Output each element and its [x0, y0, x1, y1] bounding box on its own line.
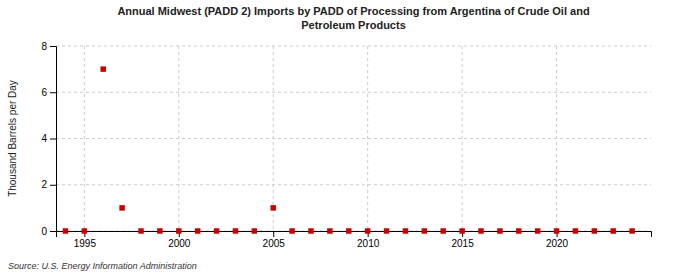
point — [459, 228, 464, 233]
tick-mark — [50, 92, 56, 93]
point — [365, 228, 370, 233]
point — [289, 228, 294, 233]
point — [610, 228, 615, 233]
tick-mark — [273, 231, 274, 237]
point — [270, 205, 275, 210]
tick: 0 — [41, 226, 56, 237]
grid-line — [56, 138, 651, 139]
point — [422, 228, 427, 233]
plot: 1995 2000 2005 2010 2015 2020 0 2 4 6 8 — [41, 41, 651, 249]
point — [327, 228, 332, 233]
point — [384, 228, 389, 233]
tick-label: 2020 — [546, 238, 569, 249]
point — [535, 228, 540, 233]
grid-line — [56, 92, 651, 93]
point — [63, 228, 68, 233]
chart: 1995 2000 2005 2010 2015 2020 0 2 4 6 8 Annual Midw… — [0, 0, 675, 275]
tick: 6 — [41, 87, 56, 98]
point — [592, 228, 597, 233]
title: Annual Midwest (PADD 2) Imports by PADD … — [117, 5, 589, 31]
tick: 4 — [41, 133, 56, 144]
grid-line — [84, 46, 85, 231]
point — [497, 228, 502, 233]
tick-label: 8 — [41, 41, 47, 52]
tick-label: 4 — [41, 133, 47, 144]
tick-mark — [50, 139, 56, 140]
point — [403, 228, 408, 233]
y-axis-title: Thousand Barrels per Day — [7, 80, 18, 197]
point — [554, 228, 559, 233]
grid-line — [367, 46, 368, 231]
point — [308, 228, 313, 233]
tick-label: 0 — [41, 226, 47, 237]
point — [138, 228, 143, 233]
point — [440, 228, 445, 233]
marks — [63, 66, 635, 233]
tick-label: 2010 — [357, 238, 380, 249]
point — [573, 228, 578, 233]
tick-mark — [50, 185, 56, 186]
point — [119, 205, 124, 210]
grid-line — [56, 46, 651, 47]
grid-line — [56, 184, 651, 185]
grid-line — [556, 46, 557, 231]
tick: 2 — [41, 179, 56, 190]
tick-label: 1995 — [74, 238, 97, 249]
point — [478, 228, 483, 233]
point — [176, 228, 181, 233]
tick-label: 2015 — [451, 238, 474, 249]
point — [214, 228, 219, 233]
point — [157, 228, 162, 233]
y-axis: 0 2 4 6 8 — [41, 41, 56, 237]
point — [82, 228, 87, 233]
point — [100, 66, 105, 71]
axis-line — [57, 232, 652, 238]
tick-mark — [50, 46, 56, 47]
tick: 8 — [41, 41, 56, 52]
axis-line — [50, 47, 57, 232]
point — [233, 228, 238, 233]
point — [516, 228, 521, 233]
tick-mark — [50, 231, 56, 232]
point — [346, 228, 351, 233]
point — [252, 228, 257, 233]
grid-line — [462, 46, 463, 231]
tick-label: 2005 — [263, 238, 286, 249]
tick-label: 2 — [41, 179, 47, 190]
point — [195, 228, 200, 233]
tick-label: 6 — [41, 87, 47, 98]
point — [629, 228, 634, 233]
grid-line — [178, 46, 179, 231]
x-axis: 1995 2000 2005 2010 2015 2020 — [57, 231, 652, 249]
tick-label: 2000 — [168, 238, 191, 249]
tick: 2005 — [263, 231, 286, 249]
annotation: Source: U.S. Energy Information Administ… — [8, 261, 197, 271]
grid — [56, 46, 651, 231]
grid-line — [273, 46, 274, 231]
